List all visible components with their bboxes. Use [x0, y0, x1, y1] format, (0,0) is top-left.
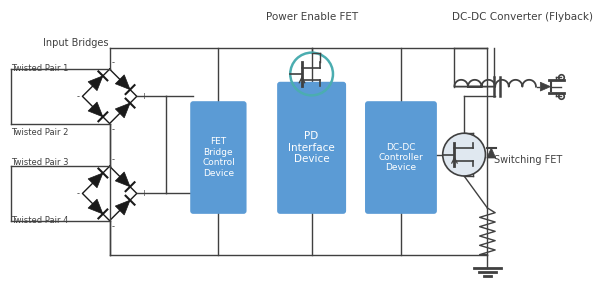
FancyBboxPatch shape — [365, 101, 437, 214]
Polygon shape — [88, 76, 103, 91]
Text: Twisted Pair 2: Twisted Pair 2 — [10, 128, 68, 137]
Text: +: + — [139, 92, 147, 101]
Text: -: - — [111, 223, 114, 231]
Text: -: - — [77, 189, 80, 198]
Text: DC-DC Converter (Flyback): DC-DC Converter (Flyback) — [452, 12, 593, 22]
Circle shape — [443, 133, 485, 176]
Text: -: - — [111, 155, 114, 164]
Text: Twisted Pair 1: Twisted Pair 1 — [10, 64, 68, 73]
Text: Twisted Pair 3: Twisted Pair 3 — [10, 158, 68, 166]
FancyBboxPatch shape — [190, 101, 247, 214]
Text: FET
Bridge
Control
Device: FET Bridge Control Device — [202, 138, 234, 178]
Polygon shape — [88, 199, 103, 214]
Text: -: - — [111, 58, 114, 67]
Polygon shape — [540, 82, 551, 91]
Polygon shape — [115, 103, 130, 118]
Text: -: - — [111, 125, 114, 134]
Text: PD
Interface
Device: PD Interface Device — [288, 131, 335, 164]
Text: Twisted Pair 4: Twisted Pair 4 — [10, 216, 68, 225]
Text: Power Enable FET: Power Enable FET — [266, 12, 357, 22]
Polygon shape — [487, 148, 496, 158]
Polygon shape — [115, 75, 130, 90]
Text: DC-DC
Controller
Device: DC-DC Controller Device — [379, 143, 423, 172]
Text: -: - — [77, 92, 80, 101]
Text: Switching FET: Switching FET — [494, 155, 563, 165]
Text: +: + — [139, 189, 147, 198]
FancyBboxPatch shape — [277, 82, 346, 214]
Polygon shape — [115, 200, 130, 215]
Text: Input Bridges: Input Bridges — [43, 38, 108, 48]
Polygon shape — [88, 173, 103, 188]
Polygon shape — [88, 102, 103, 117]
Polygon shape — [115, 172, 130, 187]
